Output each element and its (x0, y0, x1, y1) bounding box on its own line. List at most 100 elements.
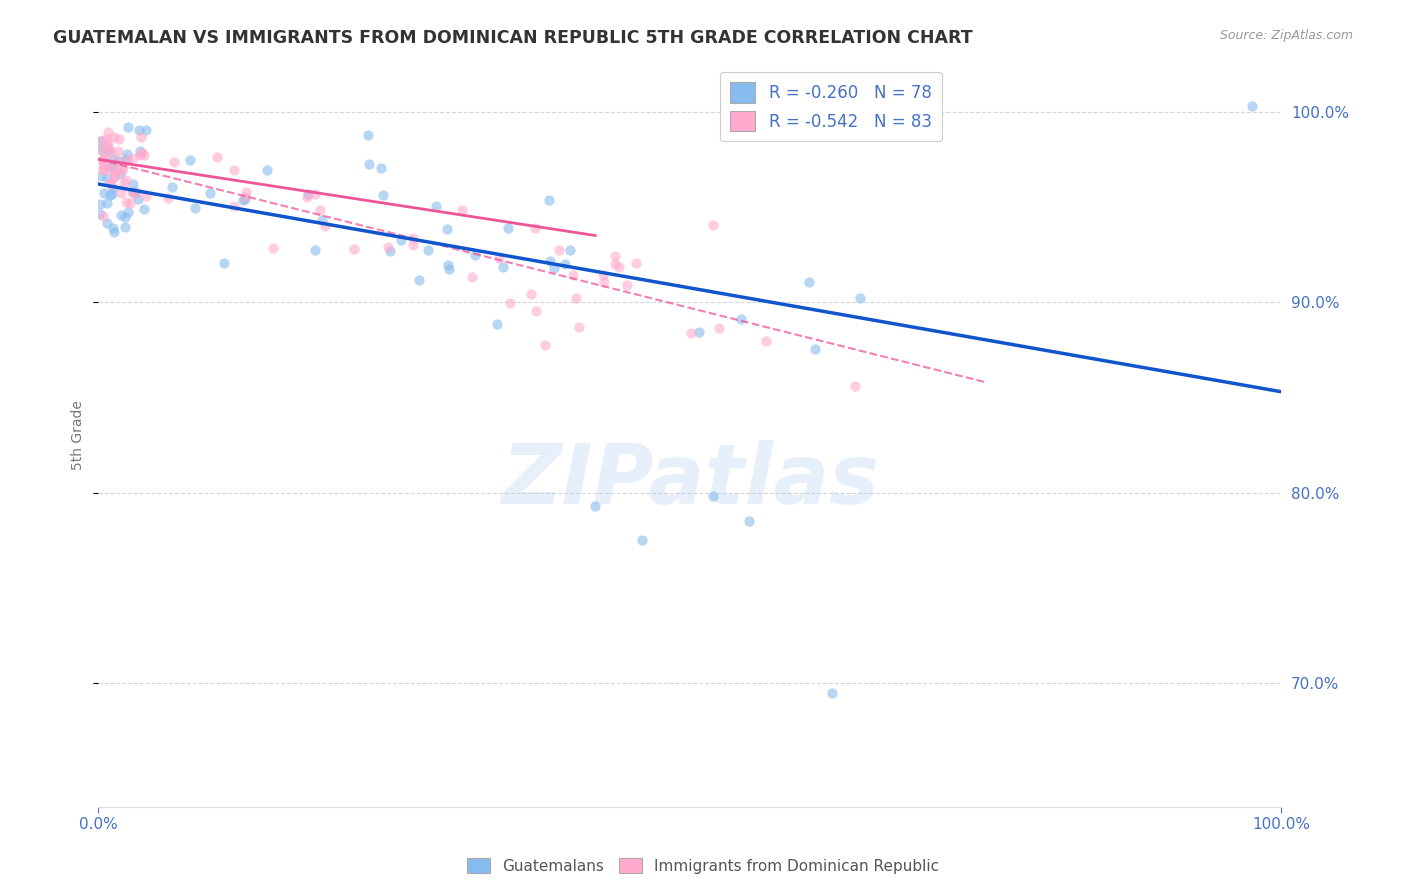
Point (235, 190, 257, 204)
Point (105, 163, 128, 178)
Point (304, 243, 326, 257)
Point (103, 225, 125, 239)
Point (707, 321, 730, 335)
Point (134, 148, 156, 162)
Text: Source: ZipAtlas.com: Source: ZipAtlas.com (1219, 29, 1353, 42)
Point (616, 278, 638, 293)
Point (262, 241, 284, 255)
Text: ZIPatlas: ZIPatlas (501, 440, 879, 521)
Point (377, 240, 399, 254)
Point (565, 291, 588, 305)
Point (461, 270, 484, 285)
Point (100, 145, 122, 159)
Point (416, 243, 439, 257)
Point (117, 120, 139, 135)
Point (408, 273, 430, 287)
Point (94, 150, 117, 164)
Point (297, 190, 319, 204)
Point (233, 192, 256, 206)
Point (90, 169, 112, 183)
Point (91, 133, 114, 147)
Point (96, 132, 118, 146)
Point (681, 326, 703, 340)
Point (498, 220, 520, 235)
Point (160, 180, 183, 194)
Point (533, 338, 555, 352)
Point (702, 490, 724, 504)
Point (97, 158, 120, 172)
Point (224, 199, 246, 213)
Point (373, 188, 395, 202)
Point (592, 275, 614, 289)
Point (183, 202, 205, 216)
Point (157, 191, 180, 205)
Point (309, 203, 332, 218)
Point (114, 173, 136, 187)
Point (631, 533, 654, 548)
Point (114, 152, 136, 166)
Point (103, 169, 125, 184)
Point (127, 192, 149, 206)
Point (402, 231, 425, 245)
Point (114, 220, 136, 235)
Point (592, 268, 614, 282)
Point (129, 130, 152, 145)
Point (567, 320, 589, 334)
Point (98, 188, 121, 202)
Point (115, 194, 138, 209)
Point (103, 129, 125, 144)
Point (1240, 99, 1263, 113)
Point (207, 150, 229, 164)
Point (91, 152, 114, 166)
Point (91, 210, 114, 224)
Point (730, 312, 752, 326)
Text: GUATEMALAN VS IMMIGRANTS FROM DOMINICAN REPUBLIC 5TH GRADE CORRELATION CHART: GUATEMALAN VS IMMIGRANTS FROM DOMINICAN … (53, 29, 973, 46)
Point (389, 233, 412, 247)
Point (91, 163, 114, 178)
Point (558, 243, 581, 257)
Point (131, 145, 153, 160)
Point (112, 177, 135, 191)
Point (548, 243, 571, 257)
Point (122, 177, 145, 191)
Point (583, 499, 606, 513)
Point (561, 268, 583, 283)
Point (114, 210, 136, 224)
Point (370, 161, 392, 175)
Point (803, 342, 825, 356)
Y-axis label: 5th Grade: 5th Grade (72, 401, 86, 470)
Point (232, 194, 254, 208)
Point (688, 326, 710, 340)
Point (96, 140, 118, 154)
Point (537, 193, 560, 207)
Point (128, 145, 150, 159)
Point (108, 167, 131, 181)
Point (437, 262, 460, 277)
Point (436, 222, 458, 236)
Point (97, 144, 120, 158)
Point (107, 154, 129, 169)
Point (464, 247, 486, 261)
Point (821, 686, 844, 700)
Point (523, 221, 546, 235)
Point (603, 257, 626, 271)
Point (128, 123, 150, 137)
Point (538, 253, 561, 268)
Point (121, 185, 143, 199)
Point (129, 148, 152, 162)
Point (98, 176, 121, 190)
Point (314, 219, 336, 233)
Point (235, 185, 257, 199)
Point (425, 199, 447, 213)
Point (101, 221, 124, 235)
Point (492, 260, 515, 274)
Point (103, 166, 125, 180)
Point (524, 304, 547, 318)
Point (96, 171, 118, 186)
Point (849, 291, 872, 305)
Point (107, 144, 129, 158)
Point (93, 153, 115, 168)
Point (96, 195, 118, 210)
Point (118, 196, 141, 211)
Point (110, 208, 132, 222)
